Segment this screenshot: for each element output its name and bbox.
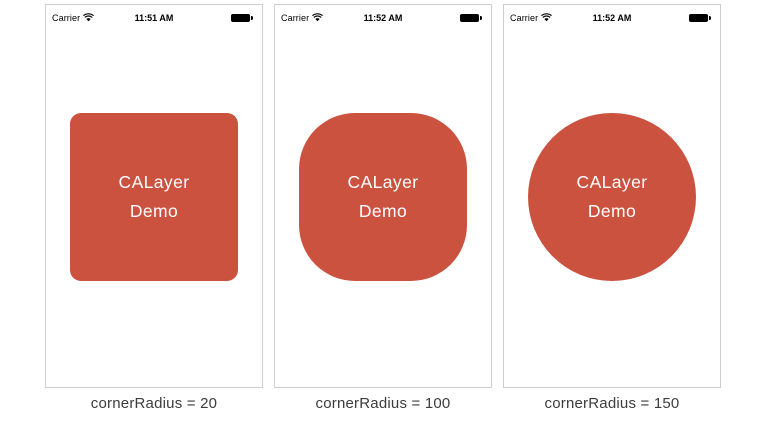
phone-frame: Carrier 11:52 AM CALayer Demo <box>274 4 492 388</box>
caption-corner-radius: cornerRadius = 100 <box>315 395 451 412</box>
status-time: 11:51 AM <box>134 12 174 23</box>
panel-corner-radius-100: Carrier 11:52 AM CALayer Demo cornerRadi… <box>274 4 492 412</box>
layer-label-line1: CALayer <box>118 172 190 192</box>
status-bar: Carrier 11:51 AM <box>46 5 262 27</box>
wifi-icon <box>83 13 95 22</box>
rounded-layer: CALayer Demo <box>299 113 467 281</box>
panel-corner-radius-20: Carrier 11:51 AM CALayer Demo cornerRadi… <box>45 4 263 412</box>
status-bar: Carrier 11:52 AM <box>275 5 491 27</box>
status-time: 11:52 AM <box>592 12 632 23</box>
carrier-group: Carrier <box>510 12 553 23</box>
rounded-layer: CALayer Demo <box>528 113 696 281</box>
phone-frame: Carrier 11:51 AM CALayer Demo <box>45 4 263 388</box>
battery-icon <box>460 13 482 22</box>
status-time: 11:52 AM <box>363 12 403 23</box>
simulator-comparison: Carrier 11:51 AM CALayer Demo cornerRadi… <box>45 4 721 412</box>
phone-frame: Carrier 11:52 AM CALayer Demo <box>503 4 721 388</box>
layer-label-line2: Demo <box>358 201 408 221</box>
carrier-label: Carrier <box>52 12 81 23</box>
layer-label-line2: Demo <box>587 201 637 221</box>
wifi-icon <box>312 13 324 22</box>
battery-icon <box>231 13 253 22</box>
panel-corner-radius-150: Carrier 11:52 AM CALayer Demo cornerRadi… <box>503 4 721 412</box>
carrier-group: Carrier <box>281 12 324 23</box>
caption-corner-radius: cornerRadius = 150 <box>544 395 680 412</box>
battery-icon <box>689 13 711 22</box>
carrier-label: Carrier <box>281 12 310 23</box>
wifi-icon <box>541 13 553 22</box>
status-bar: Carrier 11:52 AM <box>504 5 720 27</box>
layer-label-line2: Demo <box>129 201 179 221</box>
layer-label-line1: CALayer <box>576 172 648 192</box>
layer-label-line1: CALayer <box>347 172 419 192</box>
rounded-layer: CALayer Demo <box>70 113 238 281</box>
carrier-label: Carrier <box>510 12 539 23</box>
caption-corner-radius: cornerRadius = 20 <box>90 395 218 412</box>
carrier-group: Carrier <box>52 12 95 23</box>
